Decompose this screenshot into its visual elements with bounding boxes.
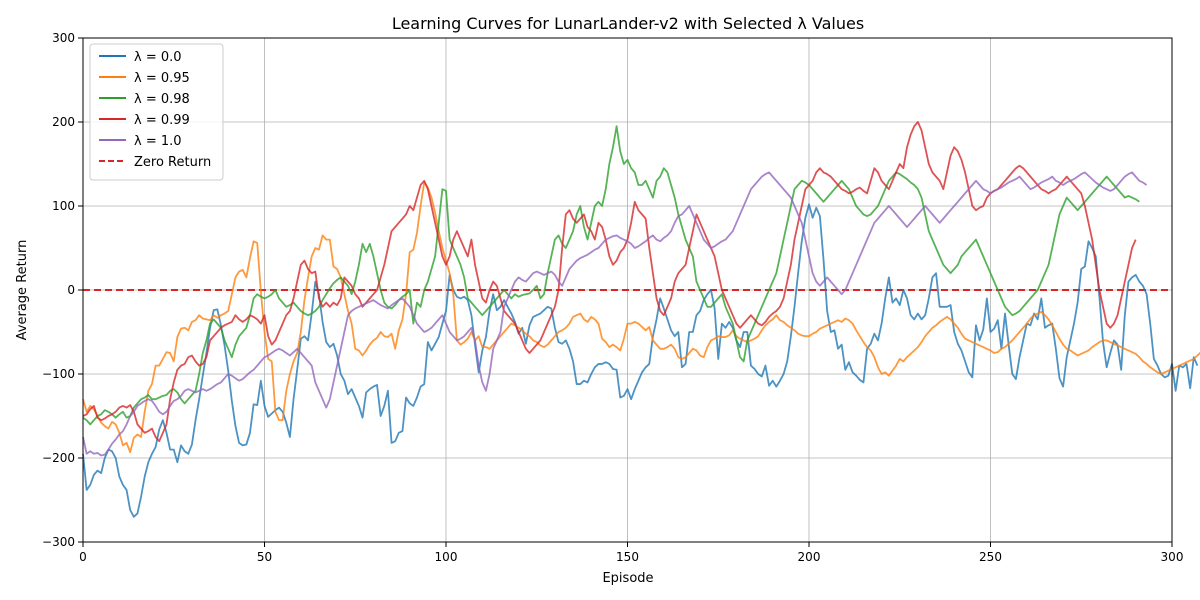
legend-label: λ = 0.0 [134, 50, 182, 65]
chart-title: Learning Curves for LunarLander-v2 with … [392, 14, 864, 33]
legend-label: λ = 1.0 [134, 134, 182, 149]
x-tick-label: 100 [435, 550, 458, 564]
x-tick-label: 200 [798, 550, 821, 564]
y-tick-label: −300 [42, 535, 75, 549]
y-axis-ticks: −300 −200 −100 0 100 200 300 [42, 31, 83, 549]
y-tick-label: 0 [67, 283, 75, 297]
series-line-0-95 [82, 181, 1200, 454]
series-line-0-98 [82, 125, 1140, 426]
y-tick-label: 300 [52, 31, 75, 45]
y-tick-label: −100 [42, 367, 75, 381]
x-axis-ticks: 0 50 100 150 200 250 300 [79, 542, 1183, 564]
x-tick-label: 0 [79, 550, 87, 564]
legend-label: λ = 0.98 [134, 92, 190, 107]
legend-label: λ = 0.99 [134, 113, 190, 128]
series-line-0-99 [82, 121, 1137, 443]
series-line-1-0 [82, 171, 1148, 457]
y-tick-label: 200 [52, 115, 75, 129]
x-tick-label: 300 [1161, 550, 1184, 564]
series-line-0-0 [82, 203, 1199, 518]
series-lines [82, 121, 1200, 518]
x-tick-label: 150 [616, 550, 639, 564]
legend: λ = 0.0 λ = 0.95 λ = 0.98 λ = 0.99 λ = 1.0 Ze… [89, 43, 224, 181]
y-tick-label: −200 [42, 451, 75, 465]
x-tick-label: 50 [257, 550, 272, 564]
x-tick-label: 250 [979, 550, 1002, 564]
x-axis-label: Episode [602, 571, 653, 586]
legend-label: λ = 0.95 [134, 71, 190, 86]
y-axis-label: Average Return [15, 240, 30, 341]
legend-label: Zero Return [134, 155, 211, 170]
y-tick-label: 100 [52, 199, 75, 213]
